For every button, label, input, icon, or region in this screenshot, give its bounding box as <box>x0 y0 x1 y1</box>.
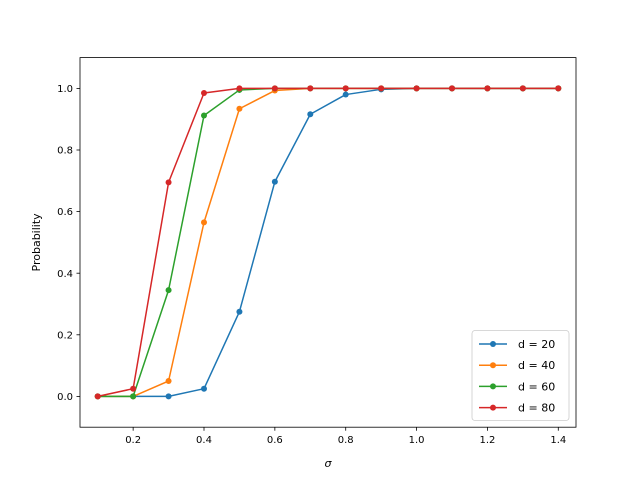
legend-swatch-marker <box>490 341 496 347</box>
data-point <box>201 219 207 226</box>
data-point <box>519 85 526 92</box>
y-tick-label: 0.6 <box>57 207 73 218</box>
data-point <box>307 85 314 92</box>
data-point <box>555 85 562 92</box>
data-point <box>449 85 455 92</box>
legend-item: d = 80 <box>479 402 555 415</box>
data-point <box>165 179 172 186</box>
data-point <box>271 178 278 185</box>
y-tick-label: 0.2 <box>57 330 73 341</box>
x-tick-label: 1.0 <box>409 435 425 446</box>
legend: d = 20 d = 40 d = 60 d = 80 <box>471 330 570 421</box>
series-layer <box>94 85 562 400</box>
y-tick-label: 0.0 <box>57 392 73 403</box>
plot-area <box>79 57 577 428</box>
data-point <box>94 393 101 400</box>
legend-label: d = 40 <box>518 359 555 372</box>
data-point <box>236 105 243 112</box>
legend-label: d = 80 <box>518 402 555 415</box>
y-axis-label: Probability <box>30 213 43 272</box>
data-point <box>165 378 172 384</box>
x-axis: 0.2 0.4 0.6 0.8 1.0 1.2 1.4 <box>125 427 566 446</box>
y-tick-label: 0.4 <box>57 269 73 280</box>
y-tick-label: 0.8 <box>57 146 73 157</box>
legend-label: d = 60 <box>518 380 555 393</box>
data-point <box>484 85 491 92</box>
data-point <box>413 85 420 92</box>
x-tick-label: 1.4 <box>550 435 566 446</box>
legend-swatch-marker <box>490 383 496 390</box>
data-point <box>342 91 349 98</box>
plot-frame <box>79 57 577 428</box>
data-point <box>201 90 207 97</box>
x-tick-label: 0.2 <box>125 435 141 446</box>
x-tick-label: 0.8 <box>338 435 354 446</box>
legend-item: d = 40 <box>479 359 555 372</box>
data-point <box>236 308 243 315</box>
x-axis-label: σ <box>325 457 333 470</box>
legend-swatch-marker <box>490 362 496 369</box>
x-tick-label: 1.2 <box>479 435 495 446</box>
legend-item: d = 60 <box>479 380 555 393</box>
data-point <box>342 85 349 92</box>
data-point <box>130 393 137 400</box>
series-d80 <box>94 85 562 400</box>
data-point <box>165 287 172 294</box>
legend-swatch-marker <box>490 404 496 411</box>
legend-box <box>471 330 570 421</box>
y-axis: 0.0 0.2 0.4 0.6 0.8 1.0 <box>57 84 80 403</box>
y-tick-label: 1.0 <box>57 84 73 95</box>
data-point <box>130 385 137 392</box>
data-point <box>307 111 314 118</box>
series-line <box>97 87 559 398</box>
legend-label: d = 20 <box>518 338 555 351</box>
data-point <box>236 85 243 92</box>
data-point <box>165 393 172 400</box>
legend-item: d = 20 <box>479 338 555 351</box>
x-tick-label: 0.6 <box>267 435 283 446</box>
data-point <box>271 85 278 92</box>
data-point <box>378 85 385 92</box>
x-tick-label: 0.4 <box>196 435 212 446</box>
data-point <box>201 385 207 392</box>
data-point <box>201 112 207 119</box>
